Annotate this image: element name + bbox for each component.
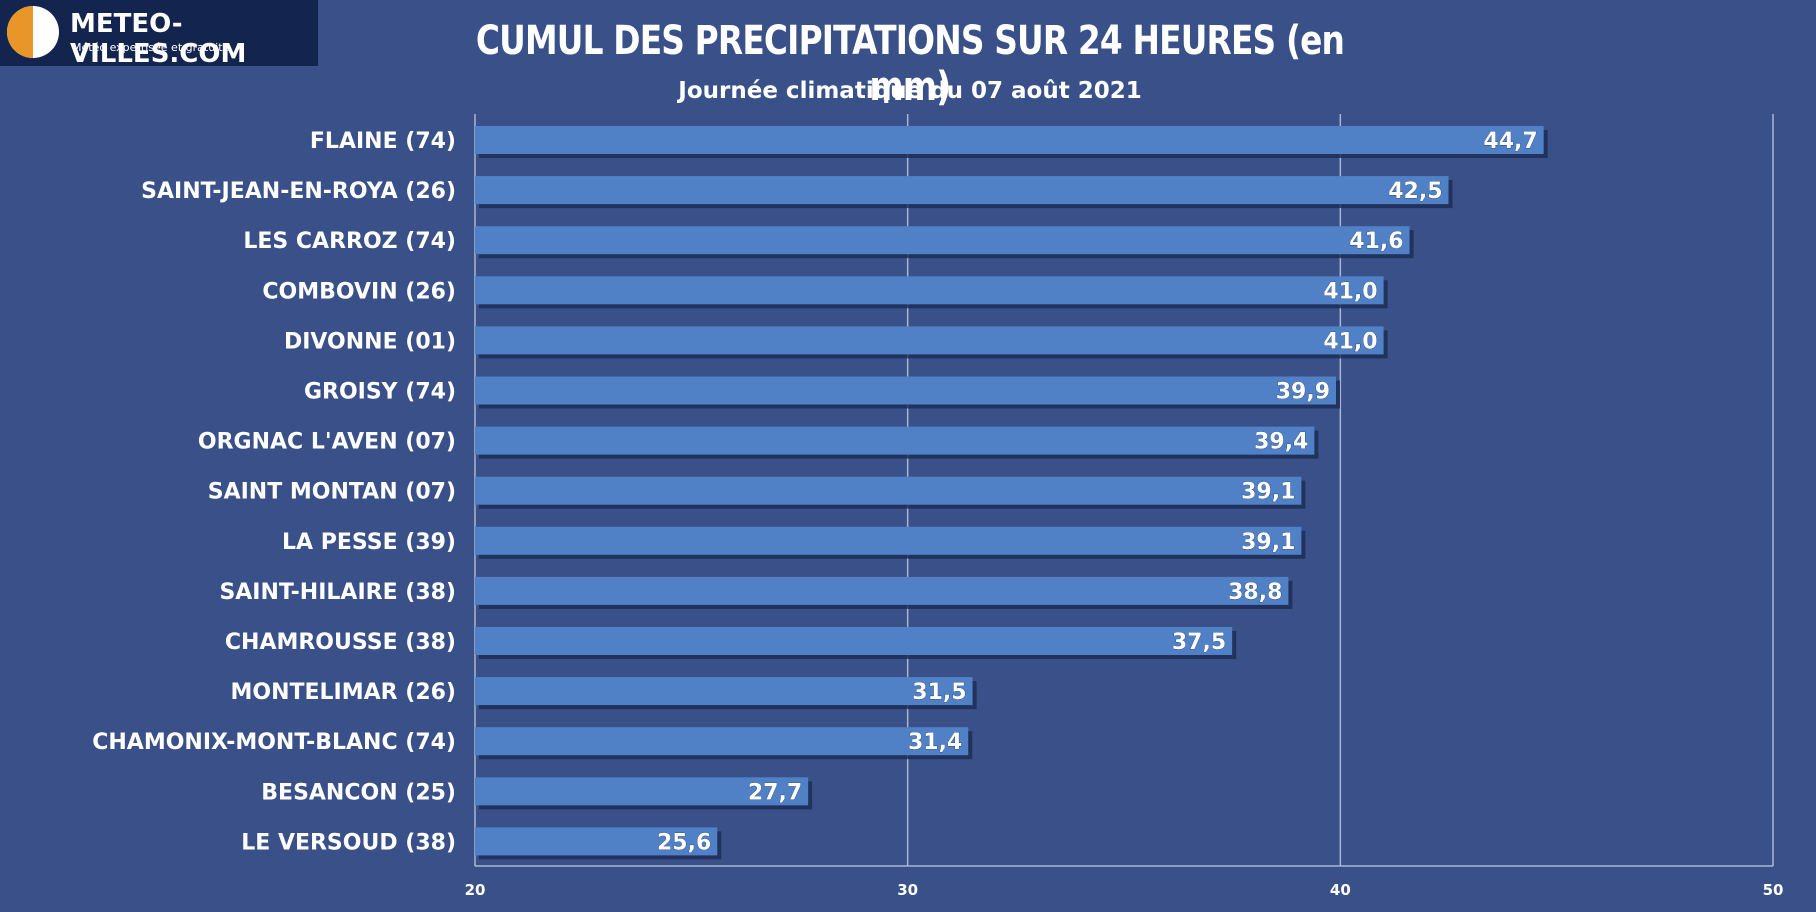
category-label: CHAMROUSSE (38) [225, 630, 456, 655]
data-label: 37,5 [1172, 630, 1226, 655]
data-label: 41,0 [1323, 279, 1377, 304]
bar [475, 176, 1449, 205]
data-label: 39,1 [1241, 530, 1295, 555]
data-label: 41,6 [1349, 229, 1403, 254]
bar [475, 226, 1410, 255]
bar [475, 777, 809, 806]
bar [475, 126, 1544, 154]
category-label: FLAINE (74) [310, 129, 456, 154]
bar [475, 376, 1337, 405]
data-label: 31,5 [912, 680, 966, 705]
bar [475, 827, 718, 856]
bar [475, 727, 969, 756]
data-label: 42,5 [1388, 179, 1442, 204]
bar [475, 326, 1384, 355]
site-logo: METEO-VILLES.COM Météo expertisée et gra… [0, 0, 318, 69]
data-label: 39,9 [1276, 380, 1330, 405]
bar [475, 677, 973, 706]
bar [475, 627, 1233, 655]
bar [475, 576, 1289, 605]
chart-subtitle: Journée climatique du 07 août 2021 [678, 78, 1142, 104]
category-label: CHAMONIX-MONT-BLANC (74) [92, 730, 456, 755]
data-label: 27,7 [748, 780, 802, 805]
logo-name: METEO-VILLES.COM [70, 9, 247, 69]
bar [475, 526, 1302, 555]
category-label: ORGNAC L'AVEN (07) [198, 430, 456, 455]
x-tick-label: 30 [897, 881, 918, 899]
bar [475, 426, 1315, 455]
category-label: MONTELIMAR (26) [231, 680, 457, 705]
category-label: DIVONNE (01) [284, 329, 456, 354]
x-tick-label: 40 [1330, 881, 1351, 899]
category-label: COMBOVIN (26) [262, 279, 456, 304]
logo-tagline: Météo expertisée et gratuite [72, 41, 230, 54]
category-label: LES CARROZ (74) [243, 229, 456, 254]
category-label: BESANCON (25) [261, 780, 456, 805]
data-label: 25,6 [657, 830, 711, 855]
category-label: LE VERSOUD (38) [241, 830, 456, 855]
category-label: SAINT-JEAN-EN-ROYA (26) [141, 179, 456, 204]
data-label: 44,7 [1483, 129, 1537, 154]
data-label: 41,0 [1323, 329, 1377, 354]
data-label: 39,1 [1241, 480, 1295, 505]
data-label: 39,4 [1254, 430, 1308, 455]
bar [475, 476, 1302, 505]
category-label: GROISY (74) [304, 380, 456, 405]
bar [475, 276, 1384, 305]
x-tick-label: 50 [1763, 881, 1784, 899]
data-label: 31,4 [908, 730, 962, 755]
category-label: SAINT-HILAIRE (38) [219, 580, 456, 605]
data-label: 38,8 [1228, 580, 1282, 605]
category-label: LA PESSE (39) [282, 530, 456, 555]
chart-title: CUMUL DES PRECIPITATIONS SUR 24 HEURES (… [475, 18, 1345, 110]
x-tick-label: 20 [465, 881, 486, 899]
logo-half-circle-icon [7, 6, 59, 58]
category-label: SAINT MONTAN (07) [208, 480, 456, 505]
